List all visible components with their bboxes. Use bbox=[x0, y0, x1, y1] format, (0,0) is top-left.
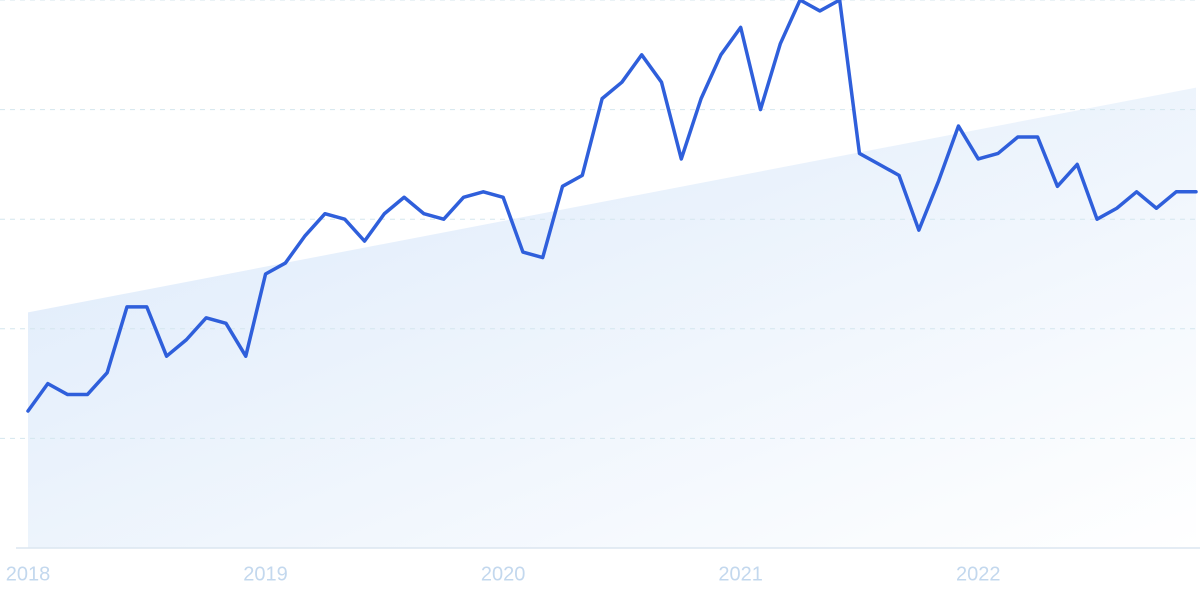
x-tick-label: 2019 bbox=[243, 563, 288, 585]
trend-area bbox=[28, 87, 1196, 549]
x-tick-label: 2018 bbox=[6, 563, 51, 585]
x-tick-label: 2022 bbox=[956, 563, 1001, 585]
x-tick-label: 2021 bbox=[718, 563, 763, 585]
trend-line bbox=[26, 0, 1198, 413]
x-tick-label: 2020 bbox=[481, 563, 526, 585]
